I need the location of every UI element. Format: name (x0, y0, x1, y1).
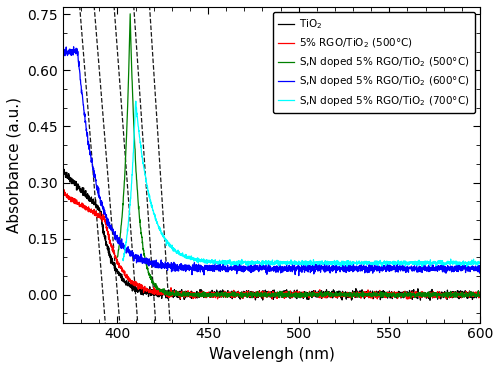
5% RGO/TiO$_2$ (500°C) (284, 290, 290, 294)
S,N doped 5% RGO/TiO$_2$ (600°C) (477, 267, 483, 272)
S,N doped 5% RGO/TiO$_2$ (700°C) (477, 261, 483, 266)
S,N doped 5% RGO/TiO$_2$ (500°C) (408, 292, 414, 296)
TiO$_2$ (427, 298, 433, 303)
5% RGO/TiO$_2$ (500°C) (409, 292, 415, 296)
Line: S,N doped 5% RGO/TiO$_2$ (700°C): S,N doped 5% RGO/TiO$_2$ (700°C) (123, 101, 480, 267)
TiO$_2$ (202, 290, 208, 295)
TiO$_2$ (409, 289, 415, 293)
S,N doped 5% RGO/TiO$_2$ (500°C) (284, 292, 290, 297)
TiO$_2$ (293, 296, 299, 300)
5% RGO/TiO$_2$ (500°C) (380, 294, 386, 298)
S,N doped 5% RGO/TiO$_2$ (500°C) (380, 292, 386, 296)
S,N doped 5% RGO/TiO$_2$ (700°C) (408, 260, 414, 265)
S,N doped 5% RGO/TiO$_2$ (600°C) (293, 265, 299, 270)
S,N doped 5% RGO/TiO$_2$ (600°C) (70, 45, 76, 49)
5% RGO/TiO$_2$ (500°C) (404, 297, 410, 301)
Line: S,N doped 5% RGO/TiO$_2$ (600°C): S,N doped 5% RGO/TiO$_2$ (600°C) (63, 47, 480, 276)
S,N doped 5% RGO/TiO$_2$ (600°C) (409, 269, 415, 273)
5% RGO/TiO$_2$ (500°C) (477, 290, 483, 295)
S,N doped 5% RGO/TiO$_2$ (500°C) (118, 223, 124, 228)
S,N doped 5% RGO/TiO$_2$ (600°C) (60, 48, 66, 52)
X-axis label: Wavelengh (nm): Wavelengh (nm) (208, 347, 334, 362)
S,N doped 5% RGO/TiO$_2$ (500°C) (477, 294, 483, 299)
5% RGO/TiO$_2$ (500°C) (61, 187, 67, 192)
Line: S,N doped 5% RGO/TiO$_2$ (500°C): S,N doped 5% RGO/TiO$_2$ (500°C) (118, 14, 480, 298)
TiO$_2$ (118, 274, 124, 279)
TiO$_2$ (477, 295, 483, 300)
Legend: TiO$_2$, 5% RGO/TiO$_2$ (500°C), S,N doped 5% RGO/TiO$_2$ (500°C), S,N doped 5% : TiO$_2$, 5% RGO/TiO$_2$ (500°C), S,N dop… (273, 12, 474, 113)
5% RGO/TiO$_2$ (500°C) (60, 190, 66, 194)
S,N doped 5% RGO/TiO$_2$ (600°C) (202, 264, 208, 269)
Line: 5% RGO/TiO$_2$ (500°C): 5% RGO/TiO$_2$ (500°C) (63, 190, 480, 299)
S,N doped 5% RGO/TiO$_2$ (700°C) (380, 260, 386, 265)
S,N doped 5% RGO/TiO$_2$ (700°C) (202, 260, 208, 265)
S,N doped 5% RGO/TiO$_2$ (600°C) (380, 265, 386, 269)
S,N doped 5% RGO/TiO$_2$ (600°C) (296, 273, 302, 278)
TiO$_2$ (380, 293, 386, 297)
5% RGO/TiO$_2$ (500°C) (118, 266, 124, 270)
S,N doped 5% RGO/TiO$_2$ (600°C) (118, 246, 124, 251)
S,N doped 5% RGO/TiO$_2$ (600°C) (284, 266, 290, 271)
Y-axis label: Absorbance (a.u.): Absorbance (a.u.) (7, 97, 22, 233)
S,N doped 5% RGO/TiO$_2$ (700°C) (293, 261, 299, 265)
Line: TiO$_2$: TiO$_2$ (63, 169, 480, 300)
5% RGO/TiO$_2$ (500°C) (202, 292, 208, 296)
5% RGO/TiO$_2$ (500°C) (293, 293, 299, 298)
TiO$_2$ (60, 167, 66, 171)
TiO$_2$ (284, 289, 290, 294)
S,N doped 5% RGO/TiO$_2$ (500°C) (202, 292, 208, 296)
S,N doped 5% RGO/TiO$_2$ (700°C) (284, 261, 290, 265)
TiO$_2$ (60, 168, 66, 173)
S,N doped 5% RGO/TiO$_2$ (500°C) (293, 290, 299, 295)
